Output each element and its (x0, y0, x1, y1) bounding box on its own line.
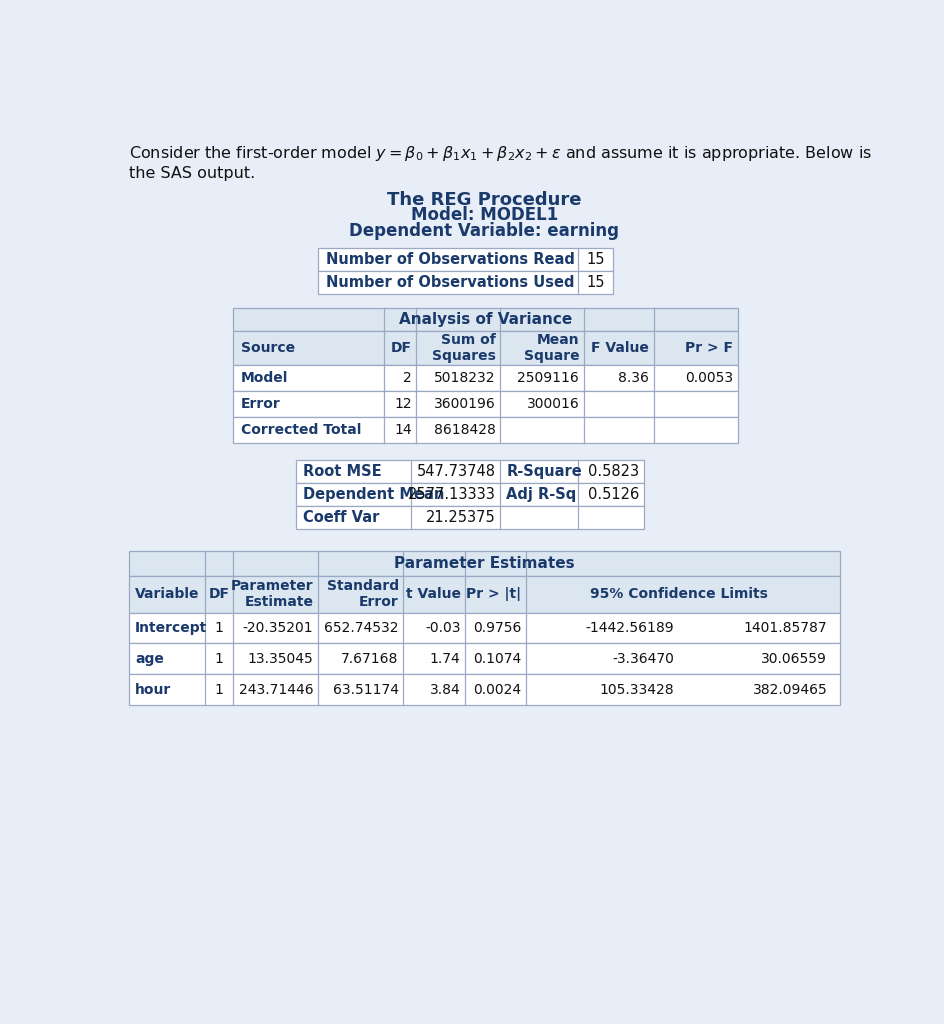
Text: Parameter Estimates: Parameter Estimates (394, 556, 574, 570)
Text: DF: DF (209, 587, 229, 601)
Text: 0.5126: 0.5126 (587, 487, 638, 503)
Text: 12: 12 (394, 397, 412, 411)
Text: Analysis of Variance: Analysis of Variance (398, 311, 571, 327)
Text: 0.0053: 0.0053 (684, 371, 733, 385)
Text: Dependent Variable: earning: Dependent Variable: earning (349, 221, 618, 240)
Bar (296, 483, 643, 506)
Text: R-Square: R-Square (506, 464, 582, 479)
Text: F Value: F Value (591, 341, 649, 354)
Text: the SAS output.: the SAS output. (128, 166, 255, 181)
Text: Variable: Variable (135, 587, 199, 601)
Text: 8.36: 8.36 (617, 371, 649, 385)
Bar (318, 248, 612, 270)
Text: -0.03: -0.03 (425, 621, 460, 635)
Text: -20.35201: -20.35201 (243, 621, 313, 635)
Text: Pr > F: Pr > F (684, 341, 733, 354)
Text: hour: hour (135, 683, 171, 696)
Text: 21.25375: 21.25375 (426, 510, 495, 525)
Text: Standard
Error: Standard Error (327, 579, 398, 609)
Bar (128, 612, 839, 643)
Bar (232, 365, 737, 391)
Bar (128, 575, 839, 612)
Bar (232, 417, 737, 443)
Text: Parameter
Estimate: Parameter Estimate (230, 579, 313, 609)
Text: 13.35045: 13.35045 (247, 652, 313, 666)
Text: Root MSE: Root MSE (302, 464, 380, 479)
Text: 95% Confidence Limits: 95% Confidence Limits (589, 587, 767, 601)
Text: 7.67168: 7.67168 (341, 652, 398, 666)
Text: 1401.85787: 1401.85787 (743, 621, 826, 635)
Text: Consider the first-order model $y = \beta_0 + \beta_1 x_1 + \beta_2 x_2 + \epsil: Consider the first-order model $y = \bet… (128, 144, 871, 164)
Text: Sum of
Squares: Sum of Squares (431, 333, 495, 362)
Text: Coeff Var: Coeff Var (302, 510, 379, 525)
Text: 0.5823: 0.5823 (587, 464, 638, 479)
Text: The REG Procedure: The REG Procedure (387, 190, 581, 209)
Text: 15: 15 (585, 274, 604, 290)
Text: 30.06559: 30.06559 (761, 652, 826, 666)
Text: 15: 15 (585, 252, 604, 266)
Text: Corrected Total: Corrected Total (241, 423, 361, 437)
Text: Adj R-Sq: Adj R-Sq (506, 487, 576, 503)
Text: 382.09465: 382.09465 (751, 683, 826, 696)
Bar (296, 460, 643, 483)
Text: 300016: 300016 (526, 397, 579, 411)
Bar (232, 307, 737, 331)
Text: t Value: t Value (405, 587, 460, 601)
Text: 105.33428: 105.33428 (598, 683, 673, 696)
Text: 0.0024: 0.0024 (473, 683, 520, 696)
Text: age: age (135, 652, 164, 666)
Text: Pr > |t|: Pr > |t| (465, 587, 520, 601)
Text: Model: Model (241, 371, 288, 385)
Text: Mean
Square: Mean Square (523, 333, 579, 362)
Bar (128, 674, 839, 705)
Text: 3600196: 3600196 (433, 397, 495, 411)
Text: 1.74: 1.74 (430, 652, 460, 666)
Text: 63.51174: 63.51174 (332, 683, 398, 696)
Bar (296, 506, 643, 529)
Bar (318, 270, 612, 294)
Bar (232, 331, 737, 365)
Text: Error: Error (241, 397, 280, 411)
Text: Number of Observations Used: Number of Observations Used (326, 274, 574, 290)
Text: 2: 2 (403, 371, 412, 385)
Text: DF: DF (391, 341, 412, 354)
Text: -1442.56189: -1442.56189 (585, 621, 673, 635)
Bar (232, 391, 737, 417)
Text: 3.84: 3.84 (430, 683, 460, 696)
Text: Number of Observations Read: Number of Observations Read (326, 252, 574, 266)
Text: 1: 1 (214, 683, 223, 696)
Text: 1: 1 (214, 652, 223, 666)
Text: Source: Source (241, 341, 295, 354)
Text: 8618428: 8618428 (433, 423, 495, 437)
Text: 5018232: 5018232 (433, 371, 495, 385)
Text: 2509116: 2509116 (517, 371, 579, 385)
Text: Model: MODEL1: Model: MODEL1 (411, 206, 557, 224)
Text: 1: 1 (214, 621, 223, 635)
Text: 0.9756: 0.9756 (472, 621, 520, 635)
Text: Intercept: Intercept (135, 621, 207, 635)
Text: -3.36470: -3.36470 (612, 652, 673, 666)
Text: 0.1074: 0.1074 (472, 652, 520, 666)
Text: 243.71446: 243.71446 (239, 683, 313, 696)
Bar (128, 643, 839, 674)
Text: 652.74532: 652.74532 (324, 621, 398, 635)
Text: Dependent Mean: Dependent Mean (302, 487, 444, 503)
Text: 14: 14 (394, 423, 412, 437)
Bar (128, 551, 839, 575)
Text: 2577.13333: 2577.13333 (407, 487, 495, 503)
Text: 547.73748: 547.73748 (416, 464, 495, 479)
